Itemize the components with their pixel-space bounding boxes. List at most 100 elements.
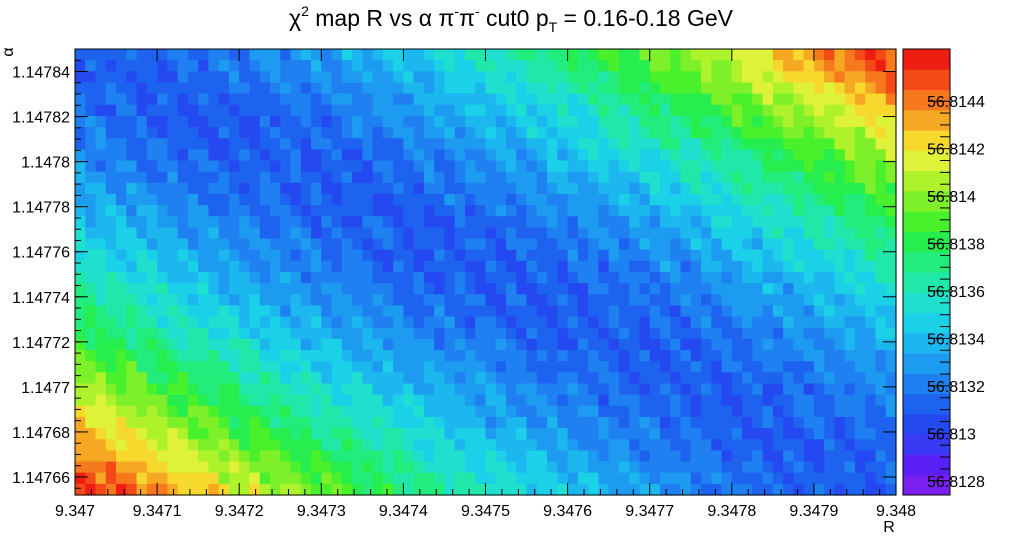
heatmap-cell	[126, 127, 138, 139]
heatmap-cell	[824, 71, 836, 84]
heatmap-cell	[331, 227, 343, 240]
heatmap-cell	[259, 472, 271, 485]
heatmap-cell	[341, 305, 353, 318]
heatmap-cell	[762, 372, 774, 385]
heatmap-cell	[413, 216, 425, 228]
heatmap-cell	[536, 405, 548, 418]
heatmap-cell	[382, 450, 394, 463]
heatmap-cell	[680, 428, 692, 440]
heatmap-cell	[280, 115, 292, 128]
heatmap-cell	[362, 60, 374, 72]
heatmap-cell	[793, 338, 805, 351]
heatmap-cell	[475, 327, 487, 340]
heatmap-cell	[629, 428, 641, 440]
heatmap-cell	[875, 149, 887, 162]
heatmap-cell	[167, 149, 179, 162]
heatmap-cell	[721, 483, 733, 496]
heatmap-cell	[413, 372, 425, 385]
heatmap-cell	[547, 394, 558, 407]
heatmap-cell	[506, 327, 517, 340]
heatmap-cell	[608, 327, 620, 340]
heatmap-cell	[824, 327, 836, 340]
heatmap-cell	[177, 227, 189, 240]
heatmap-cell	[608, 383, 620, 396]
heatmap-cell	[824, 60, 836, 72]
heatmap-cell	[393, 350, 404, 362]
heatmap-cell	[803, 394, 815, 407]
heatmap-cell	[198, 361, 210, 373]
heatmap-cell	[413, 171, 425, 184]
heatmap-cell	[475, 405, 487, 418]
heatmap-cell	[506, 472, 517, 485]
heatmap-cell	[680, 294, 692, 307]
heatmap-cell	[680, 216, 692, 228]
heatmap-cell	[618, 115, 630, 128]
heatmap-cell	[311, 216, 322, 228]
heatmap-cell	[824, 416, 836, 429]
heatmap-cell	[464, 104, 476, 117]
heatmap-cell	[464, 160, 476, 173]
heatmap-cell	[711, 149, 723, 162]
heatmap-cell	[834, 350, 846, 362]
heatmap-cell	[588, 138, 599, 150]
heatmap-cell	[721, 149, 733, 162]
heatmap-cell	[731, 138, 743, 150]
heatmap-cell	[485, 394, 497, 407]
heatmap-cell	[423, 472, 435, 485]
heatmap-cell	[280, 416, 292, 429]
heatmap-cell	[269, 316, 281, 329]
heatmap-cell	[126, 205, 138, 217]
heatmap-cell	[659, 171, 671, 184]
heatmap-cell	[157, 316, 168, 329]
heatmap-cell	[701, 93, 712, 106]
heatmap-cell	[331, 205, 343, 217]
heatmap-cell	[157, 294, 168, 307]
heatmap-cell	[126, 294, 138, 307]
heatmap-cell	[526, 160, 538, 173]
heatmap-cell	[249, 361, 261, 373]
heatmap-cell	[218, 249, 230, 262]
heatmap-cell	[506, 182, 517, 195]
heatmap-cell	[249, 327, 261, 340]
heatmap-cell	[177, 238, 189, 251]
heatmap-cell	[393, 60, 404, 72]
heatmap-cell	[547, 283, 558, 295]
heatmap-cell	[126, 372, 138, 385]
heatmap-cell	[372, 383, 384, 396]
heatmap-cell	[875, 394, 887, 407]
heatmap-cell	[259, 182, 271, 195]
heatmap-cell	[485, 49, 497, 61]
heatmap-cell	[772, 272, 784, 284]
heatmap-cell	[249, 472, 261, 485]
heatmap-cell	[403, 115, 415, 128]
heatmap-cell	[167, 216, 179, 228]
heatmap-cell	[577, 104, 589, 117]
heatmap-cell	[95, 450, 107, 463]
heatmap-cell	[639, 171, 651, 184]
heatmap-cell	[567, 171, 579, 184]
heatmap-cell	[865, 182, 877, 195]
heatmap-cell	[824, 338, 836, 351]
heatmap-cell	[803, 205, 815, 217]
heatmap-cell	[311, 93, 322, 106]
heatmap-cell	[126, 49, 138, 61]
heatmap-cell	[403, 205, 415, 217]
heatmap-cell	[865, 149, 877, 162]
heatmap-cell	[680, 305, 692, 318]
heatmap-cell	[701, 138, 712, 150]
heatmap-cell	[485, 428, 497, 440]
heatmap-cell	[218, 93, 230, 106]
heatmap-cell	[793, 260, 805, 273]
color-scale-band	[903, 89, 950, 111]
heatmap-cell	[875, 249, 887, 262]
x-axis: 9.347 9.3471 9.3472 9.3473 9.3474 9.3475 9.347…	[55, 49, 916, 520]
heatmap-cell	[434, 104, 446, 117]
heatmap-cell	[464, 138, 476, 150]
heatmap-cell	[239, 193, 251, 206]
heatmap-cell	[557, 115, 569, 128]
heatmap-cell	[618, 171, 630, 184]
heatmap-cell	[167, 49, 179, 61]
heatmap-cell	[649, 450, 661, 463]
heatmap-cell	[793, 450, 805, 463]
heatmap-cell	[577, 49, 589, 61]
